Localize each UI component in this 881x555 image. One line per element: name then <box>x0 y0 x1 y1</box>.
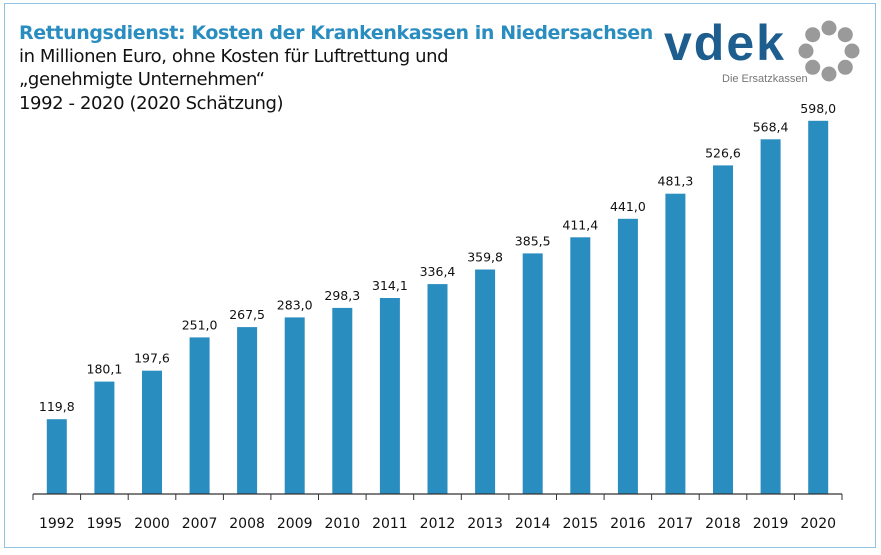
data-label: 385,5 <box>515 233 551 248</box>
bar <box>522 253 543 494</box>
bar <box>713 165 733 494</box>
x-tick-label: 2009 <box>277 516 313 532</box>
x-tick-label: 1995 <box>87 516 123 532</box>
data-label: 197,6 <box>134 351 170 366</box>
data-label: 180,1 <box>87 362 123 377</box>
bar <box>332 307 353 494</box>
data-label: 314,1 <box>372 278 408 293</box>
logo-ring-dot <box>805 27 821 43</box>
data-label: 336,4 <box>420 264 456 279</box>
data-label: 359,8 <box>467 250 503 265</box>
logo-ring-icon <box>798 20 860 82</box>
chart-subtitle-period: 1992 - 2020 (2020 Schätzung) <box>19 93 284 114</box>
bar <box>379 298 400 494</box>
bar <box>617 218 638 495</box>
bar <box>808 120 829 495</box>
logo-ring-dot <box>837 59 853 75</box>
x-tick-label: 2018 <box>705 516 741 532</box>
logo-ring-dot <box>837 27 853 43</box>
logo-wordmark: vdek <box>664 15 786 71</box>
data-label: 526,6 <box>705 145 741 160</box>
x-tick-label: 1992 <box>39 516 75 532</box>
logo-tagline: Die Ersatzkassen <box>722 73 808 85</box>
bar <box>475 269 496 494</box>
bar <box>665 193 686 494</box>
x-tick-label: 2014 <box>515 516 551 532</box>
x-tick-label: 2007 <box>182 516 218 532</box>
x-tick-label: 2013 <box>467 516 503 532</box>
bar <box>570 237 591 495</box>
bar <box>94 381 115 494</box>
bar <box>760 139 781 495</box>
x-tick-label: 2017 <box>658 516 694 532</box>
bar <box>284 317 305 494</box>
data-label: 298,3 <box>324 288 360 303</box>
chart-title: Rettungsdienst: Kosten der Krankenkassen… <box>19 22 653 44</box>
x-tick-label: 2015 <box>562 516 598 532</box>
logo-ring-dot <box>844 43 860 59</box>
x-tick-label: 2008 <box>229 516 265 532</box>
data-label: 481,3 <box>658 174 694 189</box>
logo-ring-dot <box>805 59 821 75</box>
x-tick-label: 2000 <box>134 516 170 532</box>
vdek-logo: vdek Die Ersatzkassen <box>664 15 864 86</box>
x-tick-label: 2010 <box>324 516 360 532</box>
data-label: 411,4 <box>562 217 598 232</box>
data-label: 568,4 <box>753 119 789 134</box>
x-tick-label: 2019 <box>753 516 789 532</box>
bar <box>46 419 67 494</box>
bar <box>237 327 258 494</box>
x-tick-label: 2016 <box>610 516 646 532</box>
x-tick-label: 2012 <box>420 516 456 532</box>
bar <box>427 284 448 494</box>
data-label: 283,0 <box>277 297 313 312</box>
data-label: 441,0 <box>610 199 646 214</box>
data-label: 251,0 <box>182 317 218 332</box>
logo-ring-dot <box>798 43 814 59</box>
chart-subtitle-unit: in Millionen Euro, ohne Kosten für Luftr… <box>19 46 449 67</box>
x-tick-label: 2020 <box>800 516 836 532</box>
bar <box>189 337 210 494</box>
logo-ring-dot <box>821 66 837 82</box>
bar <box>142 370 162 494</box>
data-label: 119,8 <box>39 399 75 414</box>
data-label: 598,0 <box>800 101 836 116</box>
x-tick-label: 2011 <box>372 516 408 532</box>
data-label: 267,5 <box>229 307 265 322</box>
logo-ring-dot <box>821 20 837 36</box>
chart-subtitle-exclusion: „genehmigte Unternehmen“ <box>19 69 265 90</box>
